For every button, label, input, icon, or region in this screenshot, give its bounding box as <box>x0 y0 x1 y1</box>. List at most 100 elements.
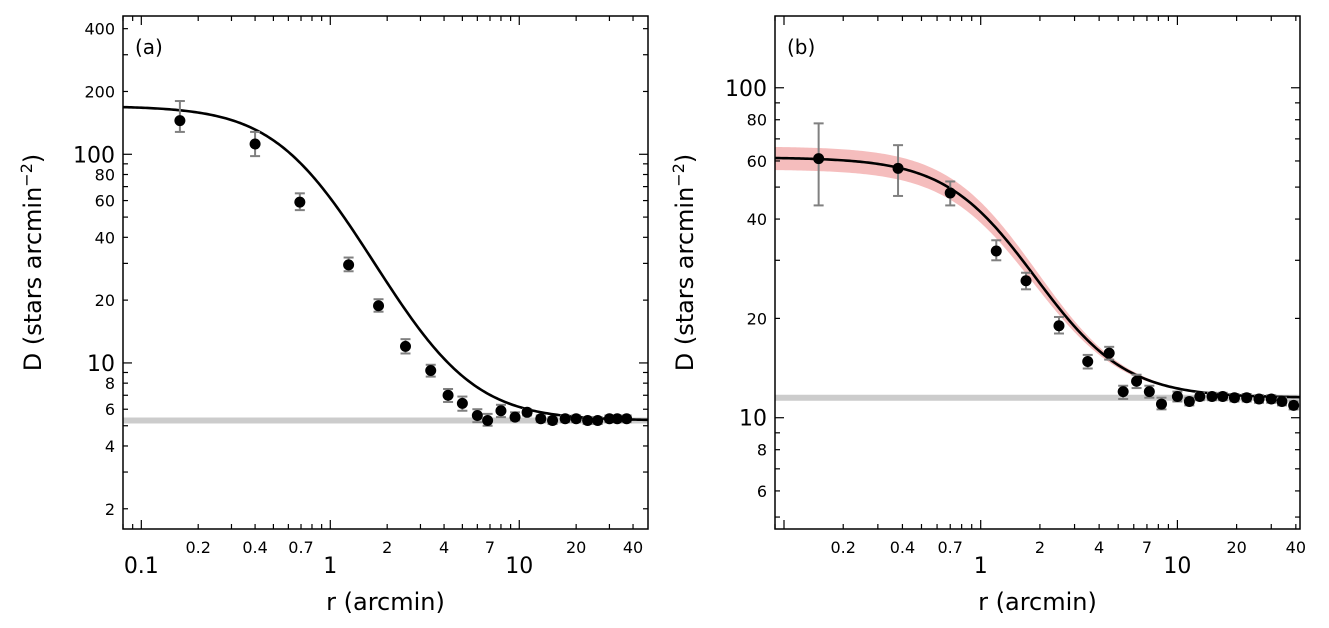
y-major-tick-label: 100 <box>725 77 767 102</box>
y-minor-tick-label: 8 <box>757 441 767 460</box>
y-minor-tick-label: 20 <box>95 291 115 310</box>
y-minor-tick-label: 8 <box>105 374 115 393</box>
y-axis-label-exponent: −2 <box>17 163 36 187</box>
x-minor-tick-label: 7 <box>1142 538 1152 557</box>
data-point <box>399 340 411 352</box>
data-point <box>813 153 825 165</box>
data-point <box>1131 375 1143 387</box>
data-point <box>892 162 904 174</box>
data-point <box>1082 356 1094 368</box>
data-point <box>990 245 1002 257</box>
data-point <box>1276 395 1288 407</box>
x-axis-label: r (arcmin) <box>326 588 445 616</box>
y-minor-tick-label: 40 <box>747 210 767 229</box>
x-minor-tick-label: 0.2 <box>830 538 855 557</box>
x-major-tick-label: 0.1 <box>124 554 159 579</box>
y-axis-label: D (stars arcmin−2) <box>17 154 48 372</box>
data-point <box>621 413 633 425</box>
error-bar <box>813 122 824 207</box>
data-point <box>521 406 533 418</box>
data-point <box>1206 390 1218 402</box>
data-point <box>456 397 468 409</box>
data-point <box>1117 386 1129 398</box>
data-point <box>944 187 956 199</box>
panel-a: 0.1 1 10 0.2 0.4 0.7 2 4 7 20 40 10 100 2 4 6 8 20 40 60 80 2… <box>17 15 649 616</box>
y-major-tick-label: 100 <box>73 143 115 168</box>
x-minor-tick-label: 4 <box>1094 538 1104 557</box>
data-point <box>1217 390 1229 402</box>
x-major-tick-label: 1 <box>323 554 337 579</box>
data-point <box>1228 392 1240 404</box>
data-point <box>249 138 261 150</box>
data-point <box>1020 275 1032 287</box>
data-point <box>1143 386 1155 398</box>
y-axis-label-close: ) <box>671 154 699 163</box>
x-minor-tick-label: 4 <box>439 538 449 557</box>
y-axis-label: D (stars arcmin−2) <box>669 154 700 372</box>
y-minor-tick-label: 6 <box>757 482 767 501</box>
data-point <box>471 409 483 421</box>
data-point <box>425 364 437 376</box>
data-point <box>495 405 507 417</box>
y-minor-tick-label: 4 <box>105 437 115 456</box>
y-major-tick-label: 10 <box>87 352 115 377</box>
king-fit-curve <box>123 105 648 422</box>
data-point <box>547 414 559 426</box>
y-minor-tick-label: 6 <box>105 400 115 419</box>
x-minor-tick-label: 40 <box>623 538 643 557</box>
x-major-tick-label: 10 <box>1163 554 1191 579</box>
plot-frame <box>774 15 1301 530</box>
panel-b: 1 10 0.2 0.4 0.7 2 4 7 20 40 10 100 6 8 20 40 60 80 (b) r (… <box>669 15 1306 616</box>
data-point <box>343 259 355 271</box>
axis-ticks <box>122 16 648 529</box>
x-minor-tick-label: 7 <box>485 538 495 557</box>
y-minor-tick-label: 20 <box>747 309 767 328</box>
data-point <box>174 115 186 127</box>
data-point <box>592 414 604 426</box>
data-point <box>1253 393 1265 405</box>
data-point <box>611 413 623 425</box>
plot-area <box>775 122 1300 411</box>
y-minor-tick-label: 40 <box>95 228 115 247</box>
y-minor-tick-label: 60 <box>95 192 115 211</box>
data-point <box>603 413 615 425</box>
x-minor-tick-label: 0.7 <box>288 538 313 557</box>
y-axis-label-main: D (stars arcmin <box>19 187 47 372</box>
data-point <box>509 411 521 423</box>
plot-frame <box>122 15 649 530</box>
data-point <box>535 413 547 425</box>
data-point <box>1265 393 1277 405</box>
x-minor-tick-label: 20 <box>566 538 586 557</box>
data-point <box>294 196 306 208</box>
data-point <box>442 389 454 401</box>
x-minor-tick-label: 40 <box>1286 538 1306 557</box>
data-point <box>1183 395 1195 407</box>
x-minor-tick-label: 0.2 <box>185 538 210 557</box>
y-axis-label-close: ) <box>19 154 47 163</box>
panel-label: (b) <box>787 35 815 59</box>
data-point <box>1053 320 1065 332</box>
x-minor-tick-label: 20 <box>1226 538 1246 557</box>
data-point <box>373 300 385 312</box>
data-point <box>570 413 582 425</box>
y-minor-tick-label: 400 <box>84 20 115 39</box>
data-point <box>1194 390 1206 402</box>
y-minor-tick-label: 2 <box>105 500 115 519</box>
y-major-tick-label: 10 <box>739 407 767 432</box>
panel-label: (a) <box>135 35 163 59</box>
data-point <box>559 413 571 425</box>
data-point <box>582 414 594 426</box>
y-minor-tick-label: 60 <box>747 152 767 171</box>
x-axis-label: r (arcmin) <box>978 588 1097 616</box>
data-point <box>1288 399 1300 411</box>
x-minor-tick-label: 2 <box>382 538 392 557</box>
x-major-tick-label: 1 <box>974 554 988 579</box>
x-minor-tick-label: 0.4 <box>890 538 915 557</box>
data-point <box>1171 390 1183 402</box>
y-minor-tick-label: 80 <box>747 111 767 130</box>
fit-uncertainty-band <box>775 146 1300 398</box>
data-point <box>482 414 494 426</box>
x-minor-tick-label: 2 <box>1035 538 1045 557</box>
data-point <box>1241 392 1253 404</box>
